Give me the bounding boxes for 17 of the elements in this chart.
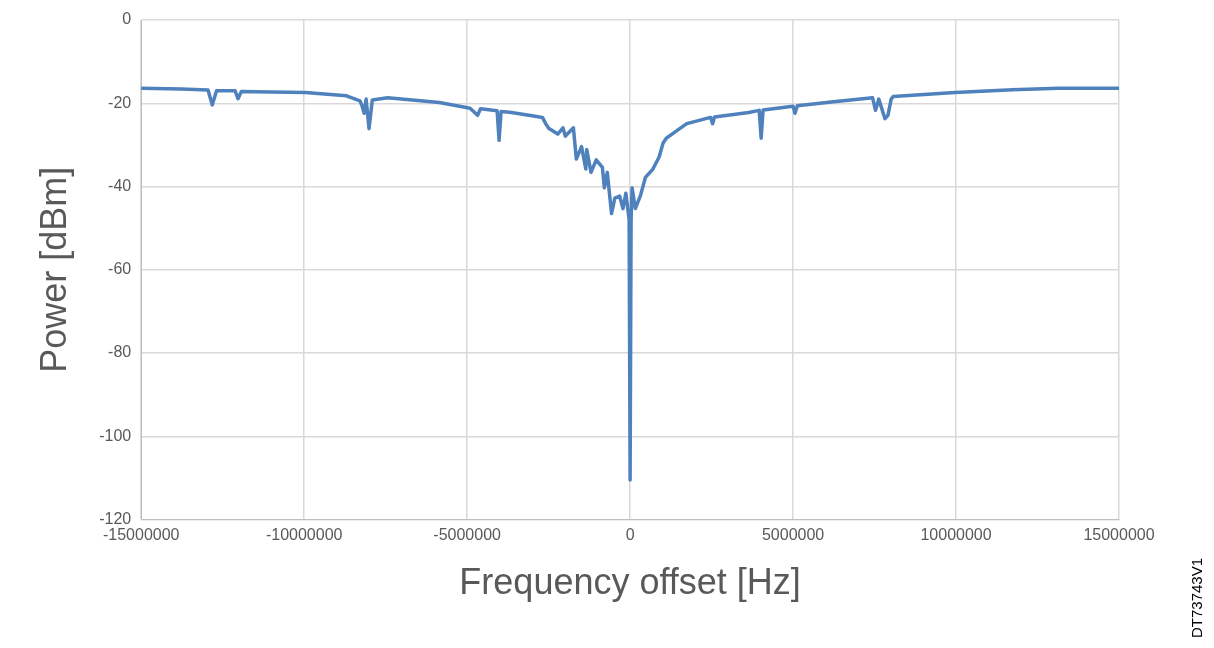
x-tick-label: -15000000: [102, 525, 180, 543]
x-tick-label: 10000000: [920, 525, 992, 543]
x-tick-label: -10000000: [265, 525, 343, 543]
y-axis-title: Power [dBm]: [32, 166, 74, 373]
text: DT73743V1: [1188, 557, 1205, 638]
y-tick-label: -100: [99, 426, 132, 444]
y-tick-label: -60: [108, 260, 132, 278]
y-tick-label: -80: [108, 343, 132, 361]
x-axis-title: Frequency offset [Hz]: [459, 561, 801, 603]
y-tick-label: -20: [108, 93, 132, 111]
y-tick-label: 0: [122, 10, 132, 28]
y-tick-label: -120: [99, 510, 132, 528]
y-tick-label: -40: [108, 176, 132, 194]
x-tick-label: 15000000: [1083, 525, 1155, 543]
x-tick-label: 0: [625, 525, 635, 543]
x-tick-label: 5000000: [761, 525, 825, 543]
x-tick-label: -5000000: [433, 525, 502, 543]
